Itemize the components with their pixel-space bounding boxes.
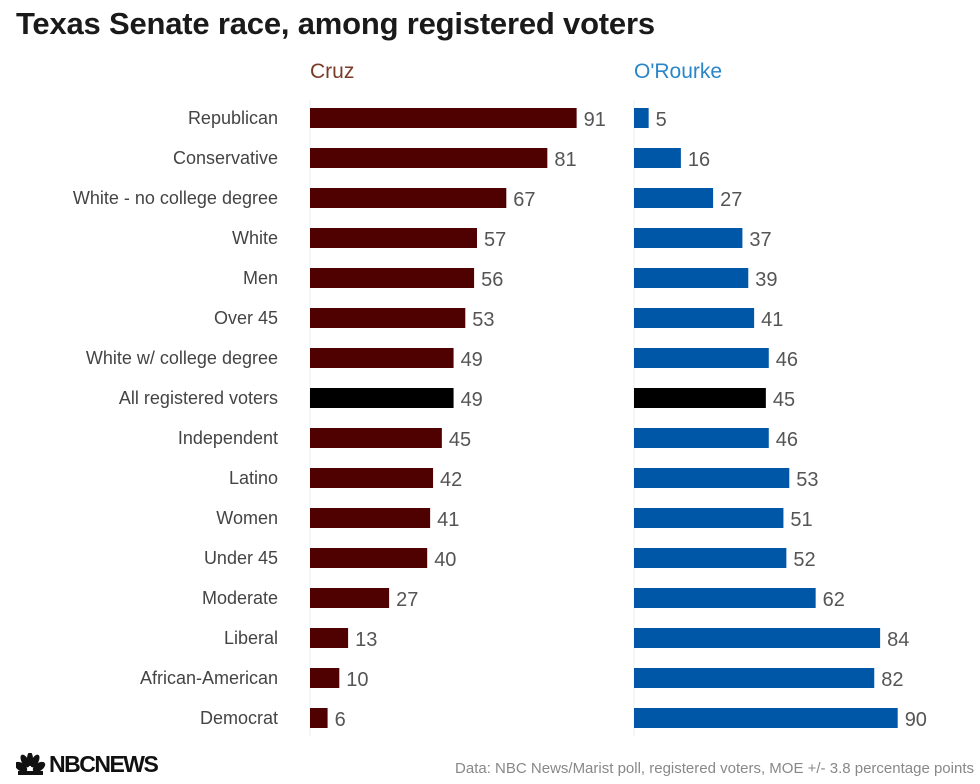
value-label-orourke: 82 xyxy=(881,669,903,691)
value-label-orourke: 62 xyxy=(823,589,845,611)
category-label: Under 45 xyxy=(204,548,278,568)
bar-orourke xyxy=(634,348,769,368)
value-label-cruz: 27 xyxy=(396,589,418,611)
value-label-orourke: 46 xyxy=(776,349,798,371)
value-label-cruz: 56 xyxy=(481,269,503,291)
bar-cruz xyxy=(310,708,328,728)
value-label-orourke: 37 xyxy=(749,229,771,251)
series-header-orourke: O'Rourke xyxy=(634,60,723,83)
category-label: Over 45 xyxy=(214,308,278,328)
value-label-orourke: 16 xyxy=(688,149,710,171)
value-label-cruz: 41 xyxy=(437,509,459,531)
value-label-orourke: 27 xyxy=(720,189,742,211)
bar-cruz xyxy=(310,588,390,608)
bar-cruz xyxy=(310,308,466,328)
nbc-news-logo: NBCNEWS xyxy=(16,751,159,777)
value-label-cruz: 6 xyxy=(335,709,346,731)
category-label: Men xyxy=(243,268,278,288)
bar-orourke xyxy=(634,268,749,288)
bar-orourke xyxy=(634,308,755,328)
bar-cruz xyxy=(310,508,431,528)
category-label: White w/ college degree xyxy=(86,348,278,368)
category-label: Liberal xyxy=(224,628,278,648)
bar-cruz xyxy=(310,188,507,208)
value-label-cruz: 10 xyxy=(346,669,368,691)
value-label-orourke: 41 xyxy=(761,309,783,331)
bar-orourke xyxy=(634,468,790,488)
category-label: Women xyxy=(216,508,278,528)
bar-cruz xyxy=(310,108,577,128)
bar-orourke xyxy=(634,708,898,728)
category-label: African-American xyxy=(140,668,278,688)
bar-orourke xyxy=(634,668,875,688)
bar-cruz xyxy=(310,628,349,648)
category-label: Independent xyxy=(178,428,278,448)
category-label: Democrat xyxy=(200,708,278,728)
bar-cruz xyxy=(310,228,478,248)
bar-cruz xyxy=(310,668,340,688)
bar-orourke xyxy=(634,548,787,568)
value-label-orourke: 84 xyxy=(887,629,909,651)
bar-orourke xyxy=(634,508,784,528)
bar-orourke xyxy=(634,228,743,248)
bar-orourke xyxy=(634,628,881,648)
value-label-orourke: 51 xyxy=(790,509,812,531)
category-label: All registered voters xyxy=(119,388,278,408)
category-label: Republican xyxy=(188,108,278,128)
value-label-cruz: 91 xyxy=(584,109,606,131)
value-label-orourke: 90 xyxy=(905,709,927,731)
value-label-cruz: 40 xyxy=(434,549,456,571)
chart-title: Texas Senate race, among registered vote… xyxy=(16,6,655,41)
series-header-cruz: Cruz xyxy=(310,60,355,83)
bar-cruz xyxy=(310,148,548,168)
peacock-icon xyxy=(16,753,46,775)
value-label-cruz: 45 xyxy=(449,429,471,451)
bar-cruz xyxy=(310,388,454,408)
value-label-cruz: 49 xyxy=(461,389,483,411)
value-label-cruz: 57 xyxy=(484,229,506,251)
bar-cruz xyxy=(310,468,434,488)
bar-cruz xyxy=(310,548,428,568)
value-label-orourke: 45 xyxy=(773,389,795,411)
bar-orourke xyxy=(634,148,681,168)
category-label: White - no college degree xyxy=(73,188,278,208)
source-note: Data: NBC News/Marist poll, registered v… xyxy=(455,760,974,777)
category-label: Moderate xyxy=(202,588,278,608)
value-label-cruz: 49 xyxy=(461,349,483,371)
bar-orourke xyxy=(634,588,816,608)
bar-cruz xyxy=(310,428,442,448)
value-label-orourke: 5 xyxy=(656,109,667,131)
category-label: Conservative xyxy=(173,148,278,168)
value-label-orourke: 53 xyxy=(796,469,818,491)
bar-cruz xyxy=(310,348,454,368)
bar-cruz xyxy=(310,268,475,288)
bar-orourke xyxy=(634,428,769,448)
value-label-cruz: 67 xyxy=(513,189,535,211)
value-label-cruz: 53 xyxy=(472,309,494,331)
value-label-cruz: 13 xyxy=(355,629,377,651)
value-label-orourke: 46 xyxy=(776,429,798,451)
value-label-cruz: 81 xyxy=(554,149,576,171)
category-label: White xyxy=(232,228,278,248)
value-label-orourke: 52 xyxy=(793,549,815,571)
bar-orourke xyxy=(634,188,714,208)
bar-orourke xyxy=(634,108,649,128)
value-label-orourke: 39 xyxy=(755,269,777,291)
value-label-cruz: 42 xyxy=(440,469,462,491)
logo-text: NBCNEWS xyxy=(49,751,159,777)
category-label: Latino xyxy=(229,468,278,488)
bar-orourke xyxy=(634,388,766,408)
